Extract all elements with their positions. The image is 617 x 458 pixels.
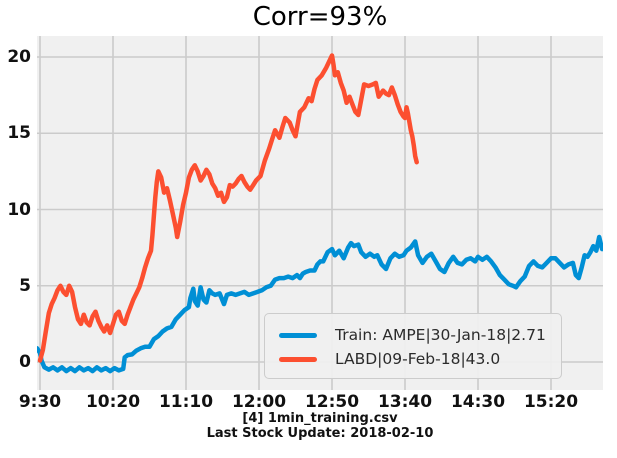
caption-last-update: Last Stock Update: 2018-02-10 (206, 426, 434, 441)
x-tick-label: 13:40 (377, 392, 433, 412)
legend-item-labd: LABD|09-Feb-18|43.0 (279, 347, 549, 371)
legend-label-train: Train: AMPE|30-Jan-18|2.71 (335, 326, 546, 344)
x-tick-label: 11:10 (158, 392, 214, 412)
x-tick-label: 15:20 (523, 392, 579, 412)
legend-item-train: Train: AMPE|30-Jan-18|2.71 (279, 323, 549, 347)
x-tick-label: 12:50 (304, 392, 360, 412)
caption-filename: [4] 1min_training.csv (242, 411, 398, 426)
plot-area: Train: AMPE|30-Jan-18|2.71 LABD|09-Feb-1… (37, 36, 603, 390)
chart-title: Corr=93% (252, 2, 388, 32)
legend-box: Train: AMPE|30-Jan-18|2.71 LABD|09-Feb-1… (264, 313, 562, 379)
plot-canvas (37, 36, 603, 390)
y-tick-label: 10 (7, 199, 31, 220)
y-tick-label: 15 (7, 123, 31, 144)
series-line-labd (37, 53, 419, 363)
x-tick-label: 10:20 (85, 392, 141, 412)
x-tick-label: 14:30 (450, 392, 506, 412)
y-tick-label: 5 (19, 275, 31, 296)
y-tick-label: 0 (19, 352, 31, 372)
y-tick-label: 20 (7, 47, 31, 67)
legend-label-labd: LABD|09-Feb-18|43.0 (335, 350, 501, 368)
labd-line-swatch (279, 356, 317, 362)
x-tick-label: 9:30 (18, 392, 62, 412)
x-tick-label: 12:00 (231, 392, 287, 412)
series-line-train (37, 234, 603, 374)
train-line-swatch (279, 332, 317, 338)
